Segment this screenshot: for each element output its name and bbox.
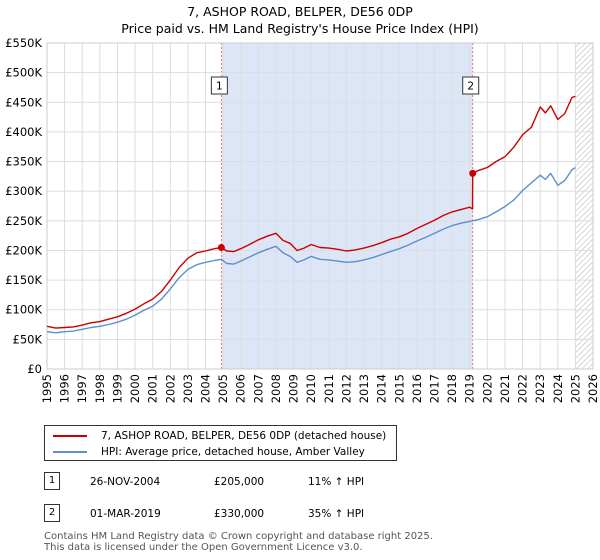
x-tick-label: 1998 — [93, 374, 107, 403]
hpi-line — [46, 166, 576, 334]
y-tick-label: £350K — [5, 155, 42, 169]
x-tick-label: 2025 — [568, 374, 582, 403]
chart-title: 7, ASHOP ROAD, BELPER, DE56 0DP Price pa… — [0, 3, 600, 37]
x-tick-label: 2000 — [128, 374, 142, 403]
price-paid-line — [46, 95, 576, 329]
x-tick-label: 2003 — [181, 374, 195, 403]
x-tick-label: 2021 — [498, 374, 512, 403]
x-tick-label: 2012 — [339, 374, 353, 403]
footer: Contains HM Land Registry data © Crown c… — [44, 531, 433, 553]
y-tick-label: £400K — [5, 125, 42, 139]
sale-price-1: £205,000 — [214, 476, 265, 488]
x-tick-label: 2022 — [516, 374, 530, 403]
sale-date-1: 26-NOV-2004 — [90, 476, 161, 488]
title-line-2: Price paid vs. HM Land Registry's House … — [121, 21, 479, 36]
sale-point-1 — [217, 243, 225, 251]
y-tick-label: £100K — [5, 303, 42, 317]
x-tick-label: 2020 — [480, 374, 494, 403]
x-tick-label: 2001 — [146, 374, 160, 403]
sale-badge-2: 2 — [44, 504, 60, 522]
sale-badge-1: 1 — [44, 472, 60, 490]
footer-line-2: This data is licensed under the Open Gov… — [44, 542, 363, 553]
x-tick-label: 2002 — [163, 374, 177, 403]
sale-box-2 — [462, 76, 480, 95]
sale-box-1 — [210, 76, 228, 95]
x-tick-label: 2006 — [234, 374, 248, 403]
sale-hpi-2: 35% ↑ HPI — [308, 508, 365, 520]
x-tick-label: 1999 — [110, 374, 124, 403]
ownership-shade — [221, 43, 473, 369]
x-tick-label: 2010 — [304, 374, 318, 403]
y-tick-label: £300K — [5, 184, 42, 198]
price-chart: £0 £50K £100K £150K £200K £250K £300K £350K £400… — [5, 36, 600, 403]
x-tick-label: 2019 — [463, 374, 477, 403]
y-tick-label: £250K — [5, 214, 42, 228]
x-tick-label: 1995 — [40, 374, 54, 403]
sale-point-2 — [469, 169, 477, 177]
x-tick-label: 2007 — [251, 374, 265, 403]
x-tick-label: 2014 — [375, 374, 389, 403]
footer-line-1: Contains HM Land Registry data © Crown c… — [44, 531, 433, 542]
x-tick-label: 2018 — [445, 374, 459, 403]
sale-hpi-1: 11% ↑ HPI — [308, 476, 365, 488]
y-tick-label: £500K — [5, 66, 42, 80]
legend-swatch-hpi — [53, 451, 87, 453]
x-tick-label: 1996 — [58, 374, 72, 403]
legend: 7, ASHOP ROAD, BELPER, DE56 0DP (detache… — [44, 425, 397, 461]
x-tick-label: 2026 — [586, 374, 600, 403]
sale-price-2: £330,000 — [214, 508, 265, 520]
x-tick-label: 2023 — [533, 374, 547, 403]
x-tick-label: 2015 — [392, 374, 406, 403]
x-tick-label: 2005 — [216, 374, 230, 403]
sale-box-label-1: 1 — [216, 81, 223, 93]
y-tick-label: £200K — [5, 243, 42, 257]
y-tick-label: £50K — [13, 332, 43, 346]
legend-label-hpi: HPI: Average price, detached house, Ambe… — [101, 446, 365, 458]
x-tick-label: 2011 — [322, 374, 336, 403]
sale-box-label-2: 2 — [467, 81, 474, 93]
y-tick-label: £450K — [5, 95, 42, 109]
legend-swatch-price — [53, 435, 87, 437]
y-tick-label: £550K — [5, 36, 42, 50]
y-tick-label: £0 — [27, 362, 42, 376]
x-tick-label: 2024 — [551, 374, 565, 403]
plot-frame — [46, 42, 594, 370]
title-line-1: 7, ASHOP ROAD, BELPER, DE56 0DP — [187, 4, 413, 19]
x-tick-label: 2016 — [410, 374, 424, 403]
future-hatch — [575, 43, 593, 369]
x-tick-label: 2013 — [357, 374, 371, 403]
sale-date-2: 01-MAR-2019 — [90, 508, 161, 520]
x-tick-label: 1997 — [75, 374, 89, 403]
x-tick-label: 2017 — [427, 374, 441, 403]
y-tick-label: £150K — [5, 273, 42, 287]
legend-label-price: 7, ASHOP ROAD, BELPER, DE56 0DP (detache… — [101, 430, 387, 442]
x-tick-label: 2009 — [287, 374, 301, 403]
x-tick-label: 2004 — [199, 374, 213, 403]
x-tick-label: 2008 — [269, 374, 283, 403]
